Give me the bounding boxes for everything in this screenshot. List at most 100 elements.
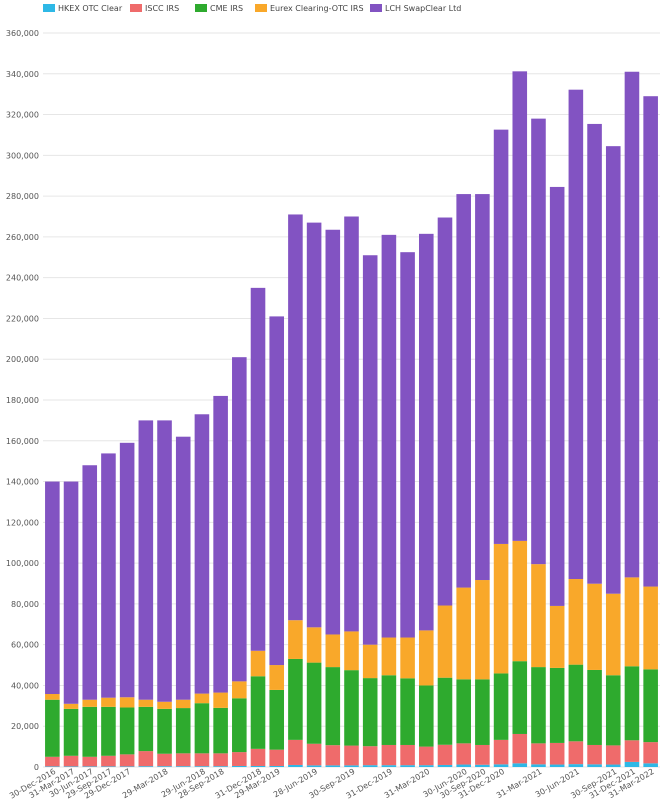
bar-segment	[82, 465, 98, 700]
bar-segment	[82, 756, 98, 767]
bar-segment	[232, 765, 247, 767]
y-tick-label: 280,000	[6, 192, 39, 201]
bar-segment	[82, 766, 98, 767]
bar-segment	[549, 186, 565, 606]
bar-segment	[475, 679, 490, 745]
bar-segment	[456, 679, 471, 744]
bar-segment	[306, 662, 322, 744]
bar-segment	[418, 630, 434, 686]
bar-segment	[362, 644, 378, 679]
bar-segment	[45, 699, 60, 757]
bar-segment	[437, 744, 453, 765]
bar-stack	[549, 186, 565, 767]
bar-segment	[82, 699, 98, 707]
bars	[45, 71, 658, 767]
bar-stack	[101, 453, 116, 767]
bar-stack	[325, 229, 341, 767]
bar-segment	[587, 669, 602, 745]
bar-segment	[418, 746, 434, 766]
bar-segment	[605, 764, 621, 767]
bar-segment	[381, 744, 397, 766]
bar-segment	[101, 453, 116, 698]
bar-segment	[587, 764, 602, 767]
bar-segment	[232, 698, 247, 753]
bar-segment	[306, 765, 322, 767]
bar-segment	[250, 748, 266, 766]
bar-stack	[605, 146, 621, 767]
bar-segment	[288, 620, 303, 659]
bar-segment	[418, 765, 434, 767]
bar-segment	[456, 743, 471, 765]
bar-segment	[288, 214, 303, 621]
legend-label: ISCC IRS	[145, 4, 179, 13]
bar-segment	[138, 706, 154, 752]
y-tick-label: 80,000	[11, 600, 39, 609]
bar-segment	[63, 766, 79, 767]
legend-swatch	[195, 4, 207, 12]
bar-segment	[362, 255, 378, 645]
bar-segment	[512, 661, 528, 734]
bar-segment	[157, 708, 172, 754]
bar-segment	[194, 766, 210, 767]
bar-segment	[400, 637, 415, 679]
bar-segment	[119, 754, 135, 767]
bar-stack	[82, 465, 98, 767]
y-tick-label: 140,000	[6, 478, 39, 487]
bar-segment	[493, 764, 509, 767]
bar-segment	[82, 706, 98, 757]
bar-segment	[325, 634, 341, 668]
y-axis-tick-labels: 0 20,000 40,000 60,000 80,000 100,000 120,000 1…	[6, 29, 39, 772]
bar-segment	[605, 593, 621, 676]
legend-swatch	[370, 4, 382, 12]
bar-segment	[269, 689, 285, 750]
y-tick-label: 360,000	[6, 29, 39, 38]
x-axis-tick-labels: 30-Dec-201631-Mar-201730-Jun-201729-Sep-…	[8, 767, 656, 801]
bar-stack	[493, 129, 509, 767]
bar-stack	[643, 96, 658, 767]
bar-segment	[250, 765, 266, 767]
bar-segment	[549, 764, 565, 767]
bar-segment	[45, 481, 60, 695]
bar-segment	[288, 658, 303, 740]
bar-segment	[437, 217, 453, 606]
bar-segment	[194, 753, 210, 767]
bar-segment	[381, 234, 397, 638]
bar-segment	[437, 764, 453, 767]
bar-segment	[512, 763, 528, 767]
y-tick-label: 200,000	[6, 355, 39, 364]
bar-segment	[250, 676, 266, 749]
bar-segment	[624, 761, 640, 767]
bar-segment	[213, 707, 228, 754]
bar-stack	[400, 252, 415, 767]
bar-segment	[400, 744, 415, 766]
bar-segment	[531, 118, 546, 565]
bar-segment	[437, 677, 453, 745]
bar-segment	[400, 765, 415, 767]
bar-segment	[269, 765, 285, 767]
y-tick-label: 220,000	[6, 314, 39, 323]
bar-segment	[512, 540, 528, 662]
bar-segment	[325, 229, 341, 635]
bar-segment	[475, 580, 490, 680]
bar-segment	[119, 766, 135, 767]
bar-segment	[157, 420, 172, 702]
bar-segment	[643, 763, 658, 767]
y-tick-label: 40,000	[11, 681, 39, 690]
bar-segment	[381, 675, 397, 745]
bar-stack	[344, 216, 359, 767]
bar-segment	[269, 749, 285, 766]
bar-segment	[250, 650, 266, 677]
bar-segment	[213, 395, 228, 693]
bar-segment	[587, 744, 602, 765]
bar-segment	[213, 766, 228, 767]
bar-segment	[213, 692, 228, 708]
bar-segment	[63, 703, 79, 709]
bar-stack	[531, 118, 546, 767]
bar-segment	[418, 233, 434, 631]
y-tick-label: 100,000	[6, 559, 39, 568]
bar-segment	[101, 755, 116, 767]
bar-segment	[306, 627, 322, 663]
bar-stack	[250, 287, 266, 767]
bar-segment	[325, 667, 341, 746]
bar-segment	[119, 442, 135, 698]
